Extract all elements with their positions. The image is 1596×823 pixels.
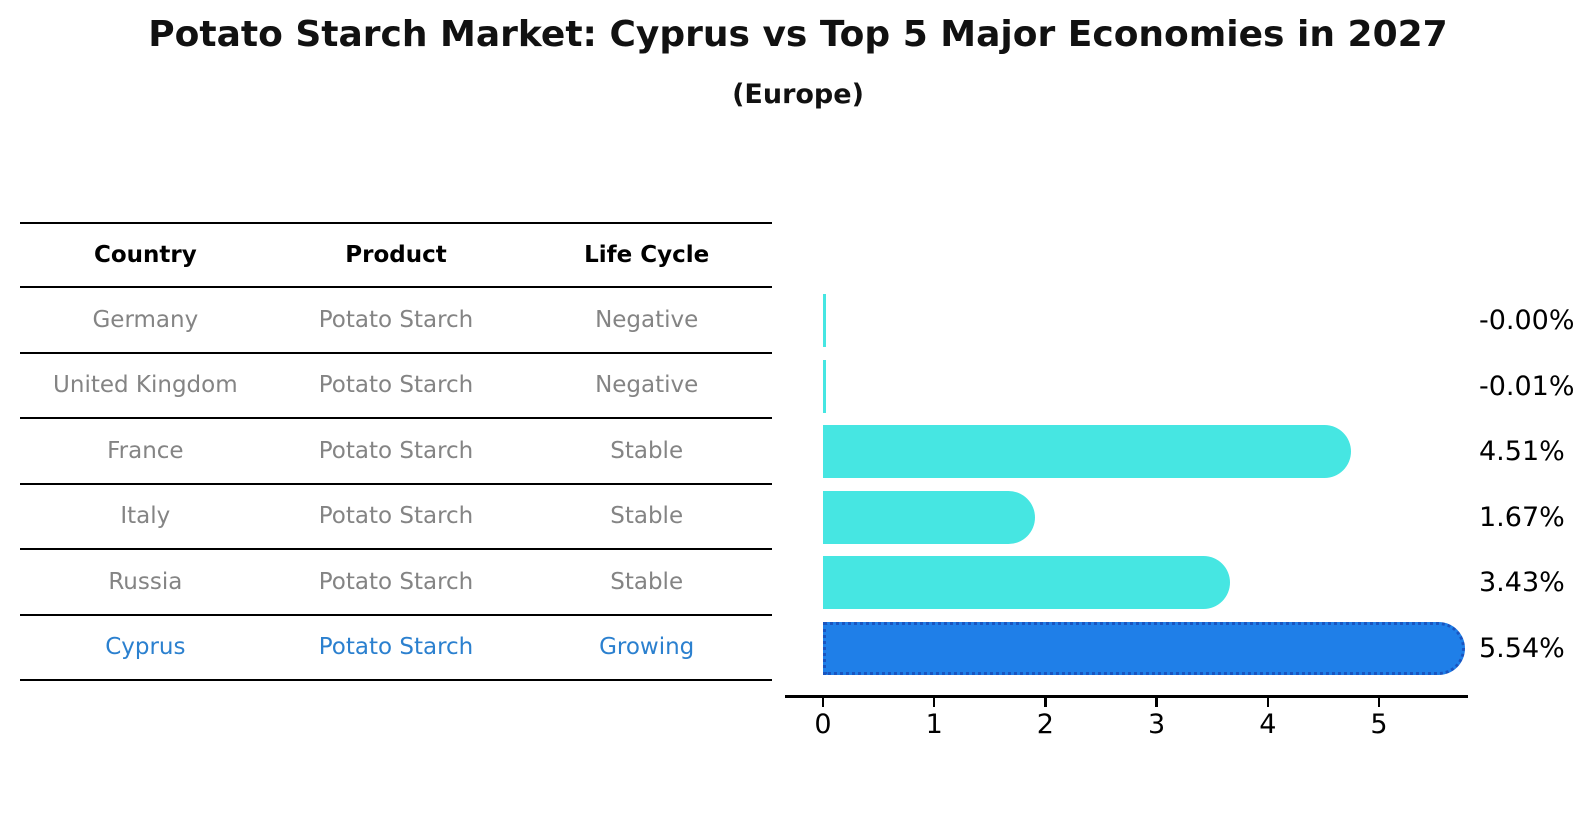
country-cell: United Kingdom (53, 372, 238, 399)
table-header-row: Country Product Life Cycle (20, 222, 772, 288)
summary-table: Country Product Life Cycle Germany Potato… (20, 222, 772, 681)
lifecycle-cell: Growing (599, 634, 695, 661)
table-row-cyprus: Cyprus Potato Starch Growing (20, 616, 772, 681)
product-cell: Potato Starch (318, 503, 474, 530)
chart-subtitle: (Europe) (732, 79, 864, 110)
country-cell: Germany (92, 306, 199, 333)
x-tick-label-0: 0 (814, 709, 832, 740)
product-cell: Potato Starch (318, 568, 474, 595)
value-label-france: 4.51% (1479, 436, 1565, 467)
x-tick-1 (932, 698, 936, 707)
x-tick-label-2: 2 (1036, 709, 1054, 740)
product-cell: Potato Starch (318, 306, 474, 333)
bar-germany (823, 294, 826, 347)
bar-row-italy (823, 485, 1483, 551)
bar-row-united-kingdom (823, 354, 1483, 420)
lifecycle-cell: Negative (595, 372, 699, 399)
country-cell: Cyprus (105, 634, 186, 661)
bar-cyprus (823, 621, 1466, 675)
chart-title: Potato Starch Market: Cyprus vs Top 5 Ma… (148, 14, 1448, 55)
value-label-united-kingdom: -0.01% (1479, 370, 1575, 402)
header-lifecycle: Life Cycle (584, 242, 710, 268)
table-row-france: France Potato Starch Stable (20, 419, 772, 485)
table-row-germany: Germany Potato Starch Negative (20, 288, 772, 354)
table-row-russia: Russia Potato Starch Stable (20, 550, 772, 616)
x-tick-label-1: 1 (925, 709, 943, 740)
x-tick-2 (1044, 698, 1047, 707)
lifecycle-cell: Negative (595, 306, 699, 333)
x-tick-5 (1377, 698, 1381, 707)
bar-france (823, 425, 1351, 478)
product-cell: Potato Starch (318, 437, 474, 464)
header-country: Country (93, 242, 197, 268)
lifecycle-cell: Stable (610, 503, 684, 530)
country-cell: France (107, 437, 184, 464)
x-tick-label-5: 5 (1370, 709, 1388, 740)
table-row-italy: Italy Potato Starch Stable (20, 485, 772, 550)
x-tick-3 (1155, 698, 1158, 707)
table-body: Germany Potato Starch Negative United Kingd… (20, 288, 772, 681)
lifecycle-cell: Stable (610, 437, 684, 464)
bar-russia (823, 556, 1231, 609)
x-axis-line (785, 695, 1468, 698)
bar-italy (823, 490, 1035, 544)
value-label-italy: 1.67% (1479, 501, 1565, 533)
x-tick-4 (1266, 698, 1270, 707)
product-cell: Potato Starch (318, 372, 474, 399)
value-label-cyprus: 5.54% (1479, 632, 1565, 664)
country-cell: Russia (108, 568, 183, 595)
country-cell: Italy (120, 503, 171, 530)
bar-row-cyprus (823, 616, 1483, 682)
table-row-united-kingdom: United Kingdom Potato Starch Negative (20, 354, 772, 419)
x-tick-0 (821, 698, 825, 707)
product-cell: Potato Starch (318, 634, 474, 661)
value-label-russia: 3.43% (1479, 567, 1565, 598)
bar-row-russia (823, 550, 1483, 616)
bar-row-germany (823, 288, 1483, 354)
bar-united-kingdom (823, 359, 826, 413)
lifecycle-cell: Stable (610, 568, 684, 595)
bar-chart-plot-area (823, 288, 1483, 681)
x-tick-label-4: 4 (1259, 709, 1277, 740)
x-tick-label-3: 3 (1148, 709, 1166, 740)
header-product: Product (345, 242, 447, 268)
value-label-germany: -0.00% (1479, 305, 1575, 336)
bar-row-france (823, 419, 1483, 485)
